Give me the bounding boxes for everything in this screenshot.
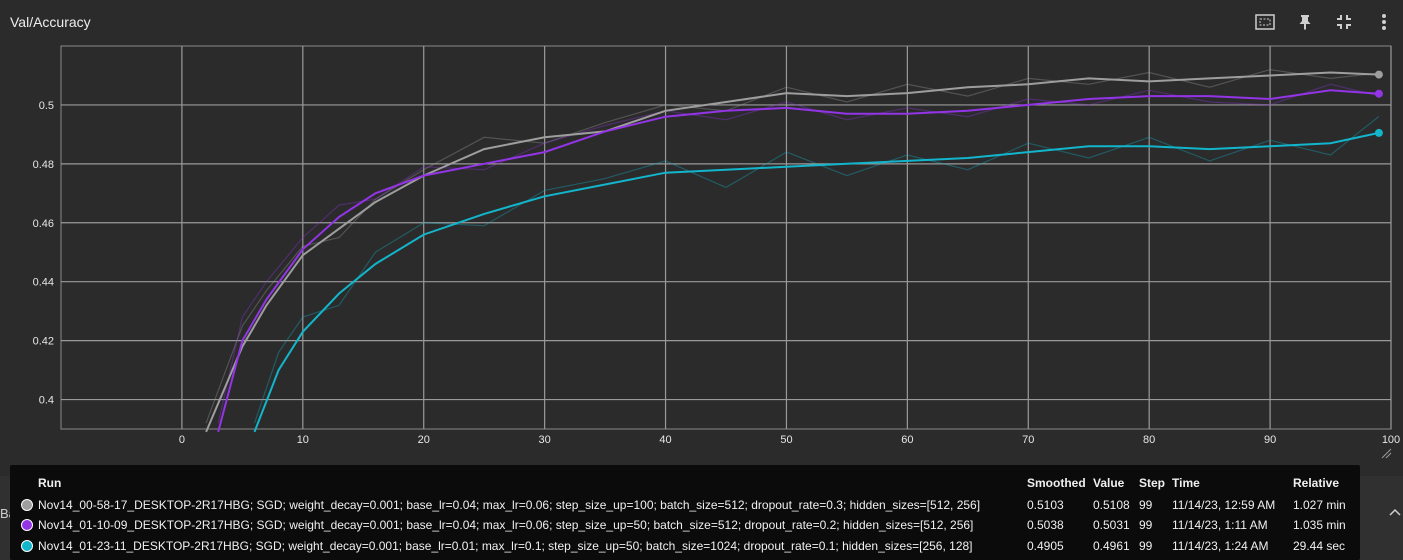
axis-tick-labels: 0 10 20 30 40 50 60 70 80 90 100 0.4 0.42 0.44 0.46 0.4…	[33, 100, 1401, 446]
header-time: Time	[1172, 476, 1200, 490]
run-name: Nov14_01-10-09_DESKTOP-2R17HBG; SGD; wei…	[38, 518, 974, 532]
x-tick-label: 40	[659, 434, 671, 446]
tooltip-header-row: Run Smoothed Value Step Time Relative	[10, 473, 1360, 493]
smoothed-series-line	[205, 71, 1379, 433]
x-tick-label: 50	[780, 434, 792, 446]
step-value: 99	[1139, 498, 1153, 512]
resize-handle-icon[interactable]	[1380, 446, 1392, 459]
series-end-point	[1374, 70, 1383, 79]
raw-value: 0.4961	[1093, 539, 1130, 553]
x-tick-label: 10	[297, 434, 309, 446]
x-tick-label: 0	[179, 434, 185, 446]
relative-value: 1.035 min	[1293, 518, 1346, 532]
pin-icon[interactable]	[1294, 12, 1316, 32]
relative-value: 1.027 min	[1293, 498, 1346, 512]
smoothed-value: 0.5103	[1027, 498, 1064, 512]
time-value: 11/14/23, 1:24 AM	[1172, 539, 1269, 553]
y-tick-label: 0.46	[33, 218, 54, 230]
y-tick-label: 0.4	[39, 395, 54, 407]
chevron-up-icon[interactable]	[1388, 505, 1402, 519]
run-name: Nov14_00-58-17_DESKTOP-2R17HBG; SGD; wei…	[38, 498, 981, 512]
tooltip-row: Nov14_01-23-11_DESKTOP-2R17HBG; SGD; wei…	[10, 536, 1360, 556]
x-tick-label: 90	[1264, 434, 1276, 446]
x-tick-label: 100	[1382, 434, 1400, 446]
raw-series-line	[217, 83, 1380, 424]
plot-frame	[60, 45, 1392, 430]
series-end-point	[1374, 89, 1383, 98]
time-value: 11/14/23, 12:59 AM	[1172, 498, 1276, 512]
raw-series-line	[205, 68, 1379, 424]
header-run: Run	[38, 476, 62, 490]
x-tick-label: 20	[418, 434, 430, 446]
fit-domain-icon[interactable]	[1254, 12, 1276, 32]
step-value: 99	[1139, 539, 1153, 553]
tooltip-row: Nov14_00-58-17_DESKTOP-2R17HBG; SGD; wei…	[10, 495, 1360, 515]
relative-value: 29.44 sec	[1293, 539, 1346, 553]
time-value: 11/14/23, 1:11 AM	[1172, 518, 1268, 532]
header-value: Value	[1093, 476, 1125, 490]
y-tick-label: 0.48	[33, 159, 54, 171]
smoothed-series-layer	[205, 70, 1383, 433]
x-tick-label: 30	[539, 434, 551, 446]
collapse-icon[interactable]	[1333, 12, 1355, 32]
card-header: Val/Accuracy	[0, 0, 1403, 44]
smoothed-value: 0.4905	[1027, 539, 1064, 553]
raw-value: 0.5031	[1093, 518, 1130, 532]
smoothed-value: 0.5038	[1027, 518, 1064, 532]
series-color-dot	[21, 519, 33, 531]
smoothed-series-line	[253, 131, 1380, 433]
x-tick-label: 70	[1022, 434, 1034, 446]
header-smoothed: Smoothed	[1027, 476, 1086, 490]
run-name: Nov14_01-23-11_DESKTOP-2R17HBG; SGD; wei…	[38, 539, 973, 553]
series-end-point	[1374, 128, 1383, 137]
run-tooltip: Run Smoothed Value Step Time Relative No…	[10, 465, 1360, 560]
chart-grid	[60, 45, 1392, 430]
line-chart[interactable]: 0 10 20 30 40 50 60 70 80 90 100 0.4 0.42 0.44 0.46 0.4…	[0, 0, 1403, 465]
series-color-dot	[21, 499, 33, 511]
chart-title: Val/Accuracy	[10, 14, 91, 30]
series-color-dot	[21, 540, 33, 552]
header-relative: Relative	[1293, 476, 1340, 490]
y-tick-label: 0.42	[33, 336, 54, 348]
step-value: 99	[1139, 518, 1153, 532]
y-tick-label: 0.44	[33, 277, 54, 289]
tooltip-row: Nov14_01-10-09_DESKTOP-2R17HBG; SGD; wei…	[10, 515, 1360, 535]
x-tick-label: 60	[901, 434, 913, 446]
y-tick-label: 0.5	[39, 100, 54, 112]
smoothed-series-line	[217, 89, 1379, 433]
x-tick-label: 80	[1143, 434, 1155, 446]
more-vert-icon[interactable]	[1373, 12, 1395, 32]
raw-value: 0.5108	[1093, 498, 1130, 512]
raw-series-layer	[205, 68, 1380, 424]
header-step: Step	[1139, 476, 1166, 490]
